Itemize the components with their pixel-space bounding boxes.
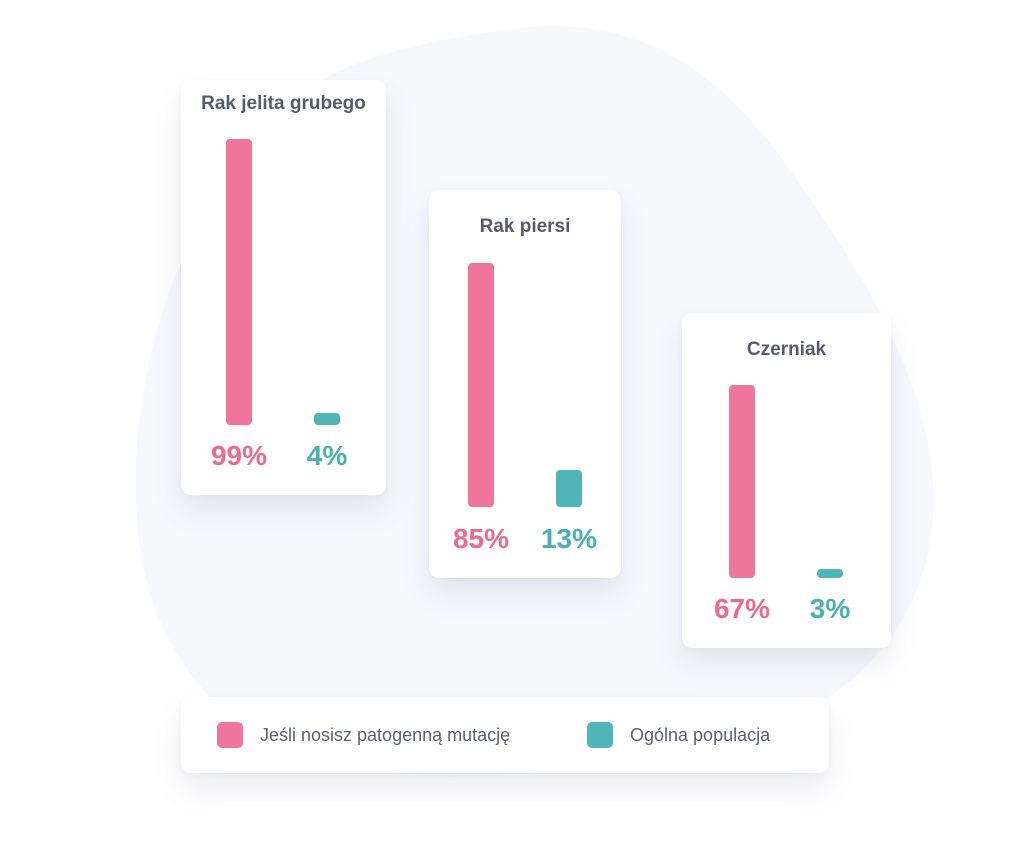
chart-title: Rak jelita grubego bbox=[201, 93, 366, 114]
bar-mutation-colorectal bbox=[226, 139, 252, 425]
chart-title: Rak piersi bbox=[479, 216, 571, 237]
value-label-mutation: 99% bbox=[210, 440, 268, 471]
chart-title: Czerniak bbox=[746, 339, 827, 360]
legend-label-mutation: Jeśli nosisz patogenną mutację bbox=[260, 724, 511, 745]
chart-card-breast: Rak piersi 85% 13% bbox=[429, 190, 621, 578]
legend-label-population: Ogólna populacja bbox=[630, 724, 771, 745]
legend-swatch-mutation bbox=[217, 722, 243, 748]
legend-item-mutation: Jeśli nosisz patogenną mutację bbox=[217, 697, 510, 773]
value-label-population: 3% bbox=[809, 593, 851, 624]
legend-swatch-population bbox=[587, 722, 613, 748]
chart-legend: Jeśli nosisz patogenną mutację Ogólna po… bbox=[181, 697, 829, 773]
bar-mutation-breast bbox=[468, 263, 494, 507]
value-label-population: 13% bbox=[540, 523, 598, 554]
value-label-population: 4% bbox=[306, 440, 348, 471]
chart-card-melanoma: Czerniak 67% 3% bbox=[682, 313, 891, 648]
legend-item-population: Ogólna populacja bbox=[587, 697, 770, 773]
bar-population-colorectal bbox=[314, 413, 340, 425]
value-label-mutation: 85% bbox=[452, 523, 510, 554]
value-label-mutation: 67% bbox=[713, 593, 771, 624]
bar-population-breast bbox=[556, 470, 582, 507]
bar-population-melanoma bbox=[817, 569, 843, 578]
bar-mutation-melanoma bbox=[729, 385, 755, 578]
chart-card-colorectal: Rak jelita grubego 99% 4% bbox=[181, 80, 386, 495]
